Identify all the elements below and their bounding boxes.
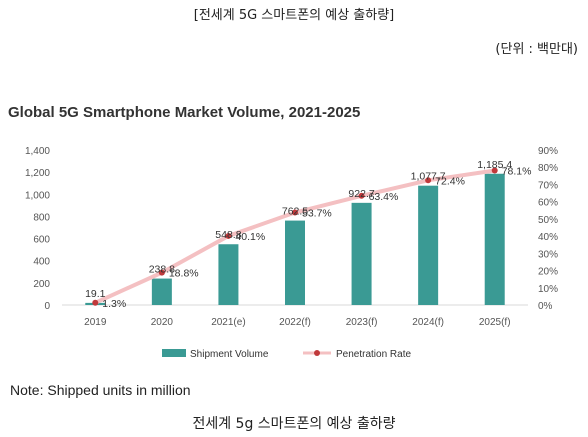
penetration-point-2025(f) (491, 167, 498, 174)
penetration-value-label: 40.1% (235, 231, 265, 243)
bar-value-label: 1,077.7 (411, 171, 446, 183)
bar-value-label: 238.8 (149, 264, 175, 276)
y-left-tick-label: 200 (33, 279, 50, 290)
x-tick-label: 2021(e) (211, 317, 245, 328)
chart-svg: 0 200 400 600 800 1,000 1,200 1,400 0% 10% 20% 30% 4… (25, 146, 558, 360)
y-right-tick-label: 0% (538, 301, 553, 312)
y-right-tick-label: 30% (538, 249, 558, 260)
x-tick-label: 2022(f) (279, 317, 311, 328)
bar-shipment-2020 (151, 278, 172, 305)
bar-shipment-2022(f) (285, 220, 305, 305)
penetration-point-2020 (158, 269, 165, 276)
y-left-tick-label: 1,400 (25, 146, 50, 157)
penetration-value-label: 53.7% (302, 208, 332, 220)
bottom-caption: 전세계 5g 스마트폰의 예상 출하량 (192, 416, 396, 432)
y-right-tick-label: 80% (538, 163, 558, 174)
y-right-tick-label: 70% (538, 180, 558, 191)
top-caption: [전세계 5G 스마트폰의 예상 출하량] (193, 8, 395, 23)
bar-shipment-2021(e) (218, 244, 239, 305)
bar-value-label: 922.7 (348, 188, 374, 200)
bar-value-label: 1,185.4 (477, 159, 512, 171)
x-tick-label: 2019 (84, 317, 107, 328)
footnote: Note: Shipped units in million (10, 382, 191, 398)
y-right-tick-label: 60% (538, 198, 558, 209)
legend-swatch-shipment (162, 349, 186, 357)
y-left-tick-label: 1,200 (25, 168, 50, 179)
legend-swatch-marker (314, 350, 320, 356)
y-right-tick-label: 50% (538, 215, 558, 226)
legend-label-shipment: Shipment Volume (190, 349, 269, 360)
x-tick-label: 2024(f) (412, 317, 444, 328)
penetration-value-label: 63.4% (369, 191, 399, 203)
penetration-value-label: 18.8% (169, 268, 199, 280)
penetration-value-label: 1.3% (102, 298, 126, 310)
bar-shipment-2024(f) (418, 185, 439, 305)
bar-shipment-2023(f) (351, 202, 372, 305)
x-tick-label: 2025(f) (479, 317, 511, 328)
y-left-tick-label: 600 (33, 235, 50, 246)
penetration-value-label: 78.1% (502, 165, 532, 177)
penetration-point-2021(e) (225, 232, 232, 239)
bar-value-label: 762.5 (282, 206, 308, 218)
bar-value-label: 548.8 (215, 229, 241, 241)
y-right-tick-label: 10% (538, 284, 558, 295)
x-tick-label: 2020 (151, 317, 174, 328)
y-left-tick-label: 0 (44, 301, 50, 312)
unit-label: (단위 : 백만대) (495, 42, 578, 57)
y-left-tick-label: 400 (33, 257, 50, 268)
y-right-tick-label: 90% (538, 146, 558, 157)
chart-title: Global 5G Smartphone Market Volume, 2021… (8, 104, 361, 121)
x-tick-label: 2023(f) (346, 317, 378, 328)
bar-value-label: 19.1 (85, 288, 106, 300)
penetration-point-2019 (92, 299, 99, 306)
y-right-tick-label: 20% (538, 267, 558, 278)
y-left-tick-label: 800 (33, 212, 50, 223)
penetration-point-2024(f) (425, 177, 432, 184)
penetration-point-2023(f) (358, 192, 365, 199)
bar-shipment-2025(f) (484, 173, 505, 305)
y-right-tick-label: 40% (538, 232, 558, 243)
legend-label-penetration: Penetration Rate (336, 349, 411, 360)
penetration-point-2022(f) (292, 209, 298, 216)
penetration-value-label: 72.4% (435, 175, 465, 187)
y-left-tick-label: 1,000 (25, 190, 50, 201)
